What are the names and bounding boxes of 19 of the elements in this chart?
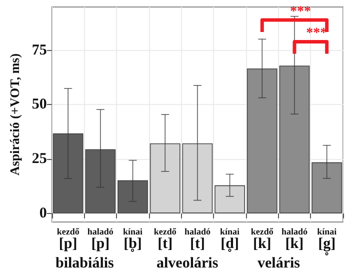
x-tick-label: kínai [d̥]	[220, 226, 240, 253]
y-axis-title: Aspiráció (+VOT, ms)	[7, 53, 22, 176]
x-tick-label: kezdő [k]	[250, 226, 274, 252]
text: alveoláris	[156, 256, 218, 272]
x-tick-label: haladó [k]	[281, 226, 308, 252]
y-tick-label: 25	[32, 151, 47, 168]
x-tick-label: kezdő [t]	[154, 226, 177, 252]
x-tick-label: haladó [t]	[184, 226, 211, 252]
text: bilabiális	[56, 256, 114, 272]
x-tick-label: kínai [b̥]	[123, 226, 144, 253]
x-tick-label: haladó [p]	[87, 226, 114, 252]
annotation: ***	[306, 26, 328, 42]
y-tick-label: 75	[32, 42, 47, 58]
y-tick-label: 50	[32, 96, 47, 113]
x-tick-label: kezdő [p]	[56, 226, 80, 252]
annotation: ***	[290, 4, 311, 20]
x-tick-label: kínai [g̥]	[317, 226, 338, 256]
text: veláris	[257, 256, 300, 272]
y-tick-label: 0	[39, 205, 47, 222]
